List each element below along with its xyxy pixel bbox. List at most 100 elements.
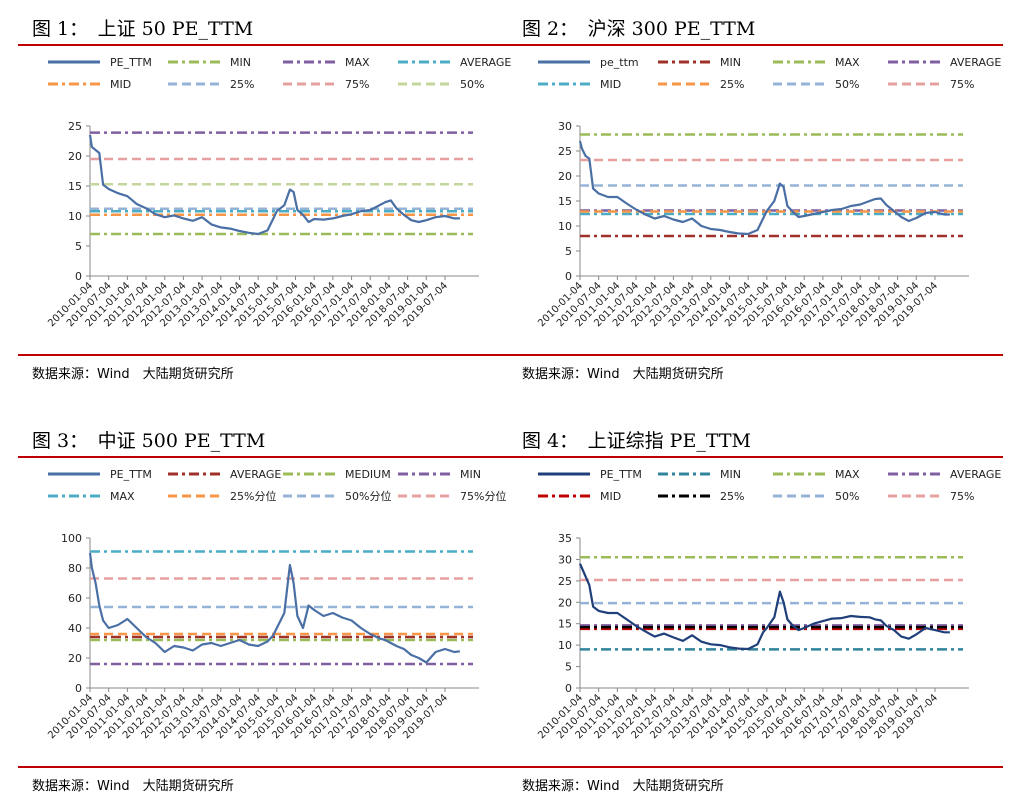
title-rule: [508, 456, 1003, 458]
legend-label: 75%: [345, 78, 369, 91]
legend-item: 25%: [168, 78, 254, 91]
legend-item: MID: [48, 78, 131, 91]
legend-item: MIN: [168, 56, 251, 69]
legend-label: MAX: [345, 56, 370, 69]
legend-item: 50%分位: [283, 489, 391, 503]
pe-chart: PE_TTM MIN MAX AVERAGE MID 25% 50% 75% 0 5 10 15 20 2…: [536, 468, 1001, 741]
legend-label: MIN: [460, 468, 481, 481]
legend-label: MAX: [835, 468, 860, 481]
legend-item: AVERAGE: [398, 56, 511, 69]
series-line-pe-ttm: [578, 140, 950, 236]
title-rule: [508, 44, 1003, 46]
legend-label: 75%: [950, 78, 974, 91]
pe-chart: PE_TTM AVERAGE MEDIUM MIN MAX 25%分位 50%分位 75%分位…: [46, 468, 506, 741]
legend-label: MEDIUM: [345, 468, 391, 481]
legend-item: MEDIUM: [283, 468, 391, 481]
chart-panel-3: 图 3： 中证 500 PE_TTM PE_TTM AVERAGE MEDIUM MI…: [18, 420, 513, 810]
y-tick-label: 20: [558, 170, 572, 183]
legend-item: MIN: [658, 468, 741, 481]
chart-panel-1: 图 1： 上证 50 PE_TTM PE_TTM MIN MAX AVERAGE MID…: [18, 8, 513, 398]
source-note: 数据来源：Wind 大陆期货研究所: [32, 779, 234, 794]
y-tick-label: 15: [558, 195, 572, 208]
y-tick-label: 0: [75, 270, 82, 283]
legend-label: PE_TTM: [110, 468, 152, 481]
legend-label: MAX: [110, 490, 135, 503]
title-rule: [18, 456, 513, 458]
series-line-pe-ttm: [578, 563, 950, 651]
legend-item: 75%: [283, 78, 369, 91]
legend-item: 25%: [658, 490, 744, 503]
legend-item: MIN: [398, 468, 481, 481]
legend-label: MID: [600, 490, 621, 503]
y-tick-label: 10: [68, 210, 82, 223]
legend-label: 75%分位: [460, 489, 506, 503]
legend-item: PE_TTM: [48, 56, 152, 69]
chart-title: 图 4： 上证综指 PE_TTM: [522, 430, 751, 452]
y-tick-label: 5: [565, 661, 572, 674]
chart-panel-4: 图 4： 上证综指 PE_TTM PE_TTM MIN MAX AVERAGE MID 2…: [508, 420, 1003, 810]
legend-label: MIN: [720, 468, 741, 481]
legend-label: 25%: [720, 490, 744, 503]
y-tick-label: 15: [558, 618, 572, 631]
legend-item: 50%: [773, 78, 859, 91]
legend-item: MIN: [658, 56, 741, 69]
source-rule: [508, 354, 1003, 356]
source-note: 数据来源：Wind 大陆期货研究所: [522, 779, 724, 794]
legend-label: MAX: [835, 56, 860, 69]
legend-item: MAX: [48, 490, 135, 503]
legend-label: 25%分位: [230, 489, 276, 503]
legend-item: MID: [538, 490, 621, 503]
y-tick-label: 0: [565, 270, 572, 283]
chart-panel-2: 图 2： 沪深 300 PE_TTM pe_ttm MIN MAX AVERAGE MI…: [508, 8, 1003, 398]
title-rule: [18, 44, 513, 46]
y-tick-label: 5: [75, 240, 82, 253]
legend-item: 50%: [773, 490, 859, 503]
source-rule: [18, 354, 513, 356]
y-tick-label: 15: [68, 180, 82, 193]
legend-label: pe_ttm: [600, 56, 639, 69]
legend-label: 50%: [835, 490, 859, 503]
y-tick-label: 30: [558, 553, 572, 566]
legend-item: MAX: [773, 56, 860, 69]
legend-item: MAX: [773, 468, 860, 481]
pe-chart: pe_ttm MIN MAX AVERAGE MID 25% 50% 75% 0 5 10 15 20 2…: [536, 56, 1001, 329]
y-tick-label: 25: [558, 145, 572, 158]
legend-label: AVERAGE: [950, 468, 1001, 481]
chart-title: 图 1： 上证 50 PE_TTM: [32, 18, 254, 40]
legend-label: AVERAGE: [950, 56, 1001, 69]
y-tick-label: 100: [61, 532, 82, 545]
series-line-pe-ttm: [88, 552, 461, 664]
legend-label: MIN: [720, 56, 741, 69]
y-tick-label: 60: [68, 592, 82, 605]
source-rule: [508, 766, 1003, 768]
legend-label: PE_TTM: [110, 56, 152, 69]
legend-item: MID: [538, 78, 621, 91]
legend-label: PE_TTM: [600, 468, 642, 481]
legend-item: 75%: [888, 78, 974, 91]
chart-title: 图 3： 中证 500 PE_TTM: [32, 430, 266, 452]
legend-label: 50%: [460, 78, 484, 91]
legend-label: MIN: [230, 56, 251, 69]
legend-label: 75%: [950, 490, 974, 503]
y-tick-label: 10: [558, 220, 572, 233]
legend-item: 75%分位: [398, 489, 506, 503]
y-tick-label: 5: [565, 245, 572, 258]
y-tick-label: 0: [75, 682, 82, 695]
y-tick-label: 80: [68, 562, 82, 575]
source-rule: [18, 766, 513, 768]
series-line-pe-ttm: [88, 134, 460, 236]
legend-item: 50%: [398, 78, 484, 91]
legend-label: 50%分位: [345, 489, 391, 503]
legend-item: 25%分位: [168, 489, 276, 503]
legend-item: 75%: [888, 490, 974, 503]
legend-item: AVERAGE: [888, 56, 1001, 69]
y-tick-label: 40: [68, 622, 82, 635]
legend-item: AVERAGE: [168, 468, 281, 481]
y-tick-label: 20: [68, 652, 82, 665]
legend-item: 25%: [658, 78, 744, 91]
legend-item: PE_TTM: [48, 468, 152, 481]
legend-item: AVERAGE: [888, 468, 1001, 481]
y-tick-label: 20: [558, 596, 572, 609]
y-tick-label: 30: [558, 120, 572, 133]
y-tick-label: 20: [68, 150, 82, 163]
